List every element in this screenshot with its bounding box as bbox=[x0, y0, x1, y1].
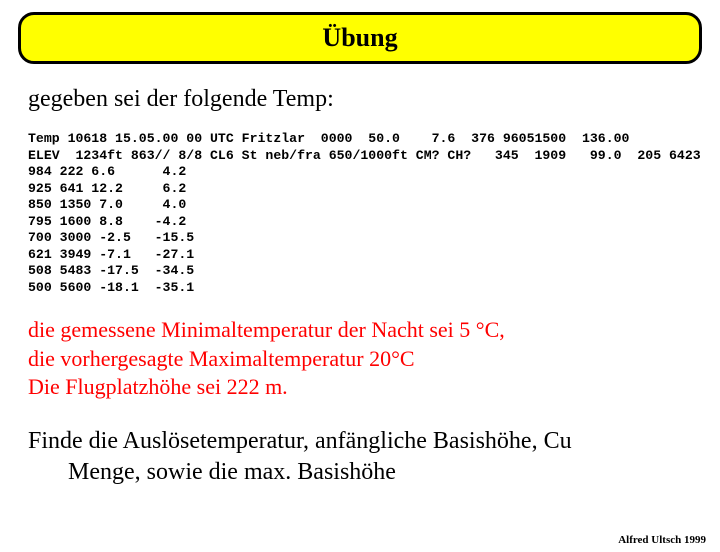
given-conditions: die gemessene Minimaltemperatur der Nach… bbox=[28, 316, 692, 402]
temp-data-block: Temp 10618 15.05.00 00 UTC Fritzlar 0000… bbox=[28, 131, 692, 296]
footer-credit: Alfred Ultsch 1999 bbox=[618, 534, 706, 546]
task-text: Finde die Auslösetemperatur, anfängliche… bbox=[28, 426, 692, 488]
given-line-1: die gemessene Minimaltemperatur der Nach… bbox=[28, 316, 692, 345]
intro-text: gegeben sei der folgende Temp: bbox=[28, 86, 692, 113]
given-line-2: die vorhergesagte Maximaltemperatur 20°C bbox=[28, 345, 692, 374]
page-title: Übung bbox=[21, 23, 699, 53]
given-line-3: Die Flugplatzhöhe sei 222 m. bbox=[28, 373, 692, 402]
task-line-1: Finde die Auslösetemperatur, anfängliche… bbox=[28, 428, 572, 454]
task-line-2: Menge, sowie die max. Basishöhe bbox=[28, 457, 692, 488]
title-box: Übung bbox=[18, 12, 702, 64]
